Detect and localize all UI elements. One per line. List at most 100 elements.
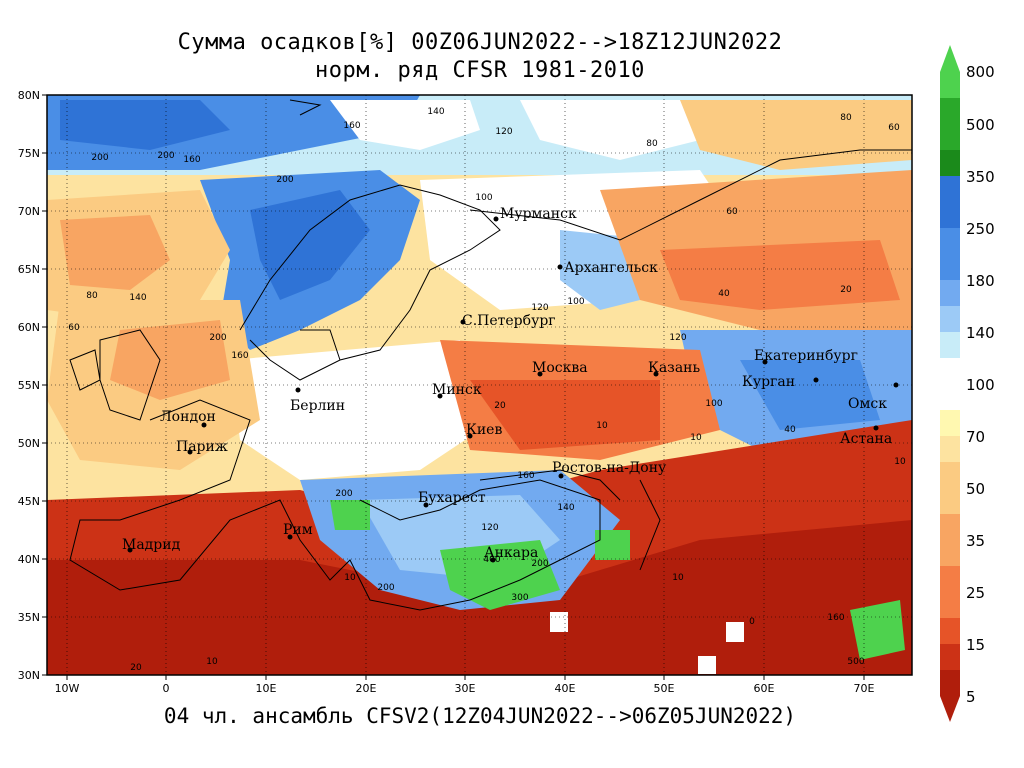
contour-label: 200 [276, 175, 293, 185]
contour-label: 60 [68, 323, 80, 333]
city-ankara: Анкара [484, 545, 538, 561]
contour-label: 140 [427, 107, 444, 117]
city-bucharest: Бухарест [418, 490, 486, 506]
city-murmansk: Мурманск [500, 206, 577, 222]
contour-label: 140 [129, 293, 146, 303]
colorbar-label: 5 [966, 688, 976, 706]
city-st-petersburg: С.Петербург [462, 313, 556, 329]
contour-label: 10 [690, 433, 702, 443]
contour-label: 500 [847, 657, 864, 667]
lon-label: 10W [55, 682, 80, 695]
colorbar-swatch [940, 150, 960, 176]
city-berlin: Берлин [290, 398, 345, 414]
city-london: Лондон [160, 409, 216, 425]
contour-labels: 200 200 160 200 100 160 140 120 80 60 80… [68, 107, 906, 673]
colorbar-swatch [940, 462, 960, 488]
contour-label: 200 [377, 583, 394, 593]
city-kazan: Казань [648, 360, 700, 376]
colorbar-swatch [940, 306, 960, 332]
colorbar-label: 350 [966, 168, 995, 186]
city-labels: Мурманск Архангельск С.Петербург Москва … [122, 206, 892, 561]
contour-label: 160 [827, 613, 844, 623]
lat-label: 40N [18, 553, 40, 566]
colorbar-swatch [940, 488, 960, 514]
colorbar-swatch [940, 644, 960, 670]
lat-label: 45N [18, 495, 40, 508]
colorbar-label: 50 [966, 480, 985, 498]
contour-label: 120 [531, 303, 548, 313]
latitude-labels: 80N 75N 70N 65N 60N 55N 50N 45N 40N 35N … [18, 89, 40, 682]
city-madrid: Мадрид [122, 537, 181, 553]
colorbar-swatch [940, 514, 960, 540]
colorbar-swatch [940, 410, 960, 436]
city-rome: Рим [283, 522, 313, 538]
contour-label: 140 [557, 503, 574, 513]
contour-label: 10 [206, 657, 218, 667]
colorbar [940, 45, 960, 722]
contour-label: 100 [705, 399, 722, 409]
colorbar-swatch [940, 228, 960, 254]
lon-label: 20E [356, 682, 377, 695]
colorbar-swatch [940, 176, 960, 202]
contour-label: 100 [567, 297, 584, 307]
contour-label: 300 [511, 593, 528, 603]
axis-ticks [42, 94, 865, 680]
colorbar-label: 35 [966, 532, 985, 550]
colorbar-label: 15 [966, 636, 985, 654]
contour-label: 10 [596, 421, 608, 431]
lat-label: 35N [18, 611, 40, 624]
contour-label: 20 [494, 401, 506, 411]
contour-label: 10 [344, 573, 356, 583]
contour-label: 120 [669, 333, 686, 343]
colorbar-labels: 800 500 350 250 180 140 100 70 50 35 25 … [966, 63, 995, 706]
contour-label: 200 [335, 489, 352, 499]
contour-label: 80 [840, 113, 852, 123]
lat-label: 30N [18, 669, 40, 682]
contour-label: 40 [784, 425, 796, 435]
colorbar-swatch [940, 436, 960, 462]
contour-label: 160 [183, 155, 200, 165]
city-kurgan: Курган [742, 374, 795, 390]
contour-label: 20 [130, 663, 142, 673]
city-omsk: Омск [848, 396, 887, 412]
colorbar-swatch [940, 592, 960, 618]
lon-label: 30E [455, 682, 476, 695]
contour-label: 80 [86, 291, 98, 301]
colorbar-label: 500 [966, 116, 995, 134]
city-rostov: Ростов-на-Дону [552, 460, 667, 476]
contour-label: 160 [231, 351, 248, 361]
contour-label: 120 [481, 523, 498, 533]
chart-title: Сумма осадков[%] 00Z06JUN2022-->18Z12JUN… [177, 30, 783, 55]
contour-label: 200 [531, 559, 548, 569]
contour-label: 10 [894, 457, 906, 467]
colorbar-swatch [940, 670, 960, 696]
lat-label: 70N [18, 205, 40, 218]
colorbar-label: 100 [966, 376, 995, 394]
grid-lines [47, 95, 912, 675]
colorbar-swatch [940, 618, 960, 644]
colorbar-swatch [940, 124, 960, 150]
colorbar-swatch [940, 98, 960, 124]
colorbar-swatch [940, 254, 960, 280]
chart-subtitle: норм. ряд CFSR 1981-2010 [315, 58, 645, 83]
colorbar-swatch [940, 280, 960, 306]
colorbar-label: 25 [966, 584, 985, 602]
colorbar-swatch [940, 540, 960, 566]
coastlines [69, 99, 912, 611]
contour-label: 10 [672, 573, 684, 583]
city-markers [127, 216, 899, 563]
city-paris: Париж [176, 439, 228, 455]
colorbar-arrow-bottom [940, 696, 960, 722]
lon-label: 70E [854, 682, 875, 695]
contour-label: 200 [157, 151, 174, 161]
colorbar-label: 800 [966, 63, 995, 81]
city-kiev: Киев [466, 422, 502, 438]
colorbar-label: 140 [966, 324, 995, 342]
colorbar-label: 250 [966, 220, 995, 238]
lat-label: 55N [18, 379, 40, 392]
lat-label: 60N [18, 321, 40, 334]
colorbar-label: 180 [966, 272, 995, 290]
lat-label: 80N [18, 89, 40, 102]
lat-label: 50N [18, 437, 40, 450]
contour-label: 0 [749, 617, 755, 627]
